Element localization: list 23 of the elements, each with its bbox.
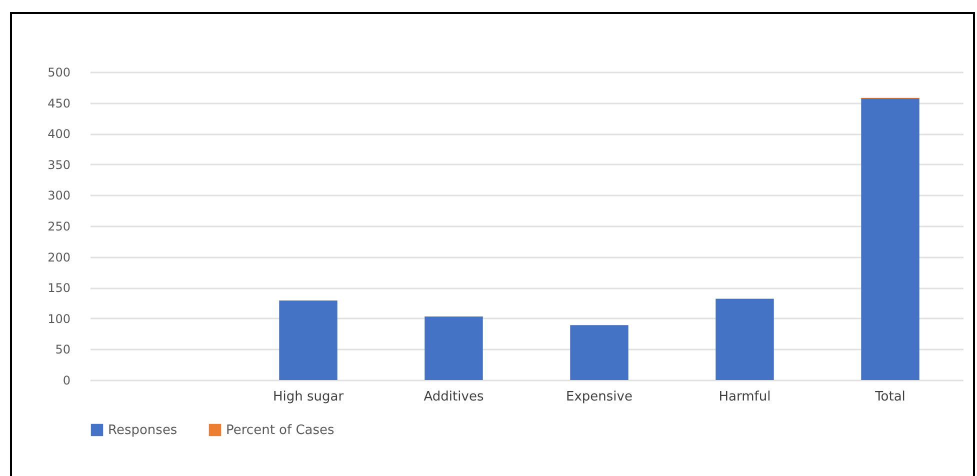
bar: [279, 300, 338, 380]
y-tick-label: 500: [48, 66, 70, 80]
x-tick-label: Harmful: [718, 390, 771, 404]
x-tick-label: High sugar: [272, 390, 344, 404]
y-tick-label: 50: [55, 342, 70, 357]
x-tick-label: Total: [874, 390, 906, 404]
y-tick-label: 0: [62, 374, 70, 388]
legend-label: Percent of Cases: [226, 423, 335, 438]
y-tick-label: 450: [48, 96, 70, 110]
bar: [570, 325, 628, 380]
legend-label: Responses: [108, 423, 178, 438]
y-tick-label: 250: [48, 220, 70, 234]
x-tick-label: Expensive: [566, 390, 632, 404]
y-tick-label: 300: [48, 188, 70, 203]
bar: [716, 298, 774, 380]
y-tick-label: 150: [48, 281, 70, 296]
x-tick-label: Additives: [424, 390, 484, 404]
y-tick-label: 400: [48, 127, 70, 142]
y-tick-label: 350: [48, 158, 70, 172]
bar: [424, 316, 483, 380]
y-tick-label: 200: [48, 250, 70, 264]
bar: [861, 98, 920, 380]
y-tick-label: 100: [48, 312, 70, 326]
